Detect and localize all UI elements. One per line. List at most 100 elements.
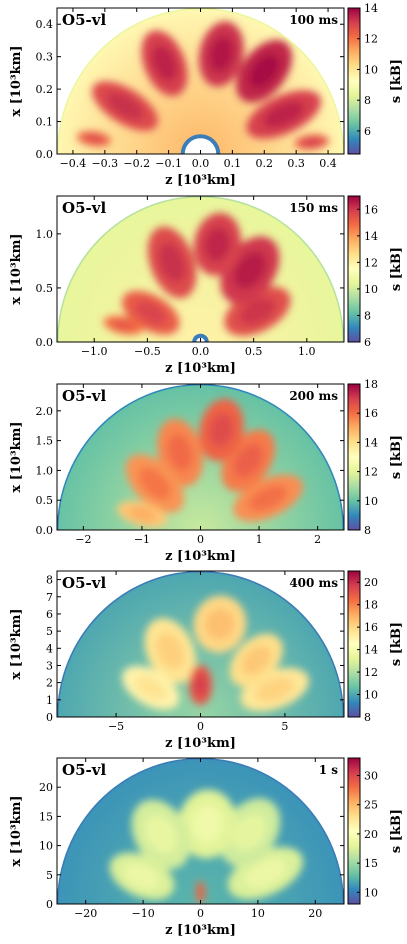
x-tick-label: 5 [281,720,288,733]
colorbar-tick-label: 14 [364,230,378,243]
x-tick-label: 10 [251,907,265,920]
model-label: O5-vl [62,199,106,217]
colorbar-tick-label: 6 [364,125,371,138]
colorbar-tick-label: 20 [364,828,378,841]
x-tick-label: −2 [75,533,91,546]
x-tick-label: 0.0 [192,157,210,170]
y-tick-label: 5 [46,625,53,638]
y-tick-label: 0.4 [36,18,54,31]
colorbar-tick-label: 14 [364,2,378,15]
panel-2: −1.0 −0.5 0.0 0.5 1.0 0.0 0.5 1.0 z [10³km] x [10… [9,195,404,376]
colorbar-tick-label: 10 [364,283,378,296]
model-label: O5-vl [62,387,106,405]
panel-3: −2 −1 0 1 20.00.51.01.52.0z [10³km]x [10³km]… [9,378,404,564]
y-tick-label: 1.0 [36,464,54,477]
x-tick-label: 2 [314,533,321,546]
y-axis-label: x [10³km] [9,421,24,492]
colorbar-tick-label: 8 [364,94,371,107]
y-tick-label: 20 [39,781,53,794]
colorbar-tick-label: 16 [364,407,378,420]
model-label: O5-vl [62,761,106,779]
colorbar: 8 10 12 14 16 18 s [kB] [347,378,404,537]
y-tick-label: 3 [46,659,53,672]
colorbar-tick-label: 20 [364,576,378,589]
entropy-field [57,757,344,904]
x-axis-label: z [10³km] [165,736,236,751]
time-label: 1 s [319,763,339,777]
colorbar-tick-label: 16 [364,621,378,634]
colorbar-label: s [kB] [389,59,404,103]
x-tick-label: 0.5 [245,345,263,358]
colorbar-tick-label: 14 [364,644,378,657]
colorbar-tick-label: 16 [364,203,378,216]
y-tick-label: 0 [46,898,53,911]
y-tick-label: 0.0 [36,336,54,349]
y-tick-label: 1 [46,694,53,707]
x-tick-label: −0.3 [91,157,118,170]
x-tick-label: 0.4 [319,157,337,170]
y-tick-label: 4 [46,642,53,655]
x-tick-label: 0.3 [287,157,305,170]
x-tick-label: 1.0 [298,345,316,358]
colorbar: 6 8 10 12 14 16 s [kB] [347,195,404,349]
colorbar-tick-label: 25 [364,799,378,812]
time-label: 400 ms [289,576,338,590]
colorbar-tick-label: 10 [364,495,378,508]
x-axis-label: z [10³km] [165,923,236,938]
y-tick-label: 1.5 [36,435,54,448]
x-tick-label: −1.0 [81,345,108,358]
colorbar: 10 15 20 25 30 s [kB] [347,757,404,905]
y-tick-label: 8 [46,574,53,587]
x-tick-label: 0.2 [256,157,274,170]
colorbar-label: s [kB] [389,622,404,666]
y-tick-label: 0.3 [36,51,54,64]
x-tick-label: −0.2 [123,157,150,170]
y-axis-label: x [10³km] [9,233,24,304]
y-tick-label: 15 [39,810,53,823]
x-tick-label: 0.0 [192,345,210,358]
shell-rim [57,571,344,717]
x-tick-label: 20 [308,907,322,920]
x-tick-label: −1 [134,533,150,546]
colorbar-tick-label: 8 [364,711,371,724]
colorbar-label: s [kB] [389,809,404,853]
time-label: 150 ms [289,201,338,215]
inner-cutout [184,138,217,154]
colorbar-tick-label: 30 [364,770,378,783]
colorbar-label: s [kB] [389,247,404,291]
model-label: O5-vl [62,11,106,29]
colorbar-tick-label: 10 [364,689,378,702]
colorbar-tick-label: 12 [364,466,378,479]
colorbar: 8 10 12 14 16 18 20 s [kB] [347,570,404,724]
colorbar-tick-label: 10 [364,886,378,899]
colorbar-label: s [kB] [389,435,404,479]
shell-rim [57,384,344,530]
x-tick-label: 1 [256,533,263,546]
x-tick-label: 0 [197,720,204,733]
y-tick-label: 0.0 [36,524,54,537]
x-axis-label: z [10³km] [165,173,236,188]
y-tick-label: 5 [46,869,53,882]
x-tick-label: 0 [197,907,204,920]
colorbar-tick-label: 6 [364,336,371,349]
x-tick-label: −0.4 [60,157,87,170]
panel-5: −20 −10 0 10 20 0 5 10 15 20 z [10³km] x [10³km] O5-… [9,757,404,938]
entropy-field [57,384,344,530]
y-tick-label: 7 [46,591,53,604]
x-tick-label: 0.1 [224,157,242,170]
y-tick-label: 0.5 [36,494,54,507]
x-tick-label: −20 [74,907,97,920]
y-tick-label: 10 [39,840,53,853]
x-tick-label: −10 [131,907,154,920]
y-tick-label: 6 [46,608,53,621]
y-tick-label: 0.5 [36,282,54,295]
y-tick-label: 0.0 [36,148,54,161]
colorbar-tick-label: 10 [364,63,378,76]
y-tick-label: 0 [46,711,53,724]
y-axis-label: x [10³km] [9,45,24,116]
x-axis-label: z [10³km] [165,549,236,564]
colorbar-tick-label: 14 [364,436,378,449]
colorbar: 6 8 10 12 14 s [kB] [347,2,404,155]
